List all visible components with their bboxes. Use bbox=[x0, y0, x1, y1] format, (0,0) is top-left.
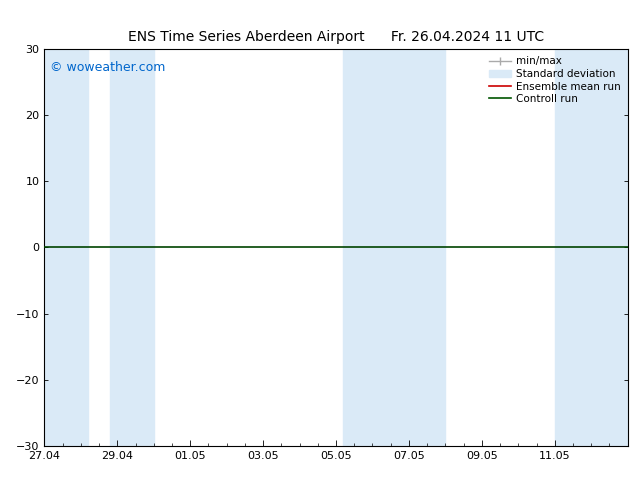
Bar bbox=[44, 49, 88, 446]
Bar bbox=[110, 49, 153, 446]
Text: © woweather.com: © woweather.com bbox=[50, 61, 165, 74]
Bar bbox=[409, 49, 445, 446]
Legend: min/max, Standard deviation, Ensemble mean run, Controll run: min/max, Standard deviation, Ensemble me… bbox=[486, 54, 623, 106]
Bar bbox=[344, 49, 409, 446]
Bar bbox=[555, 49, 628, 446]
Title: ENS Time Series Aberdeen Airport      Fr. 26.04.2024 11 UTC: ENS Time Series Aberdeen Airport Fr. 26.… bbox=[128, 30, 544, 44]
